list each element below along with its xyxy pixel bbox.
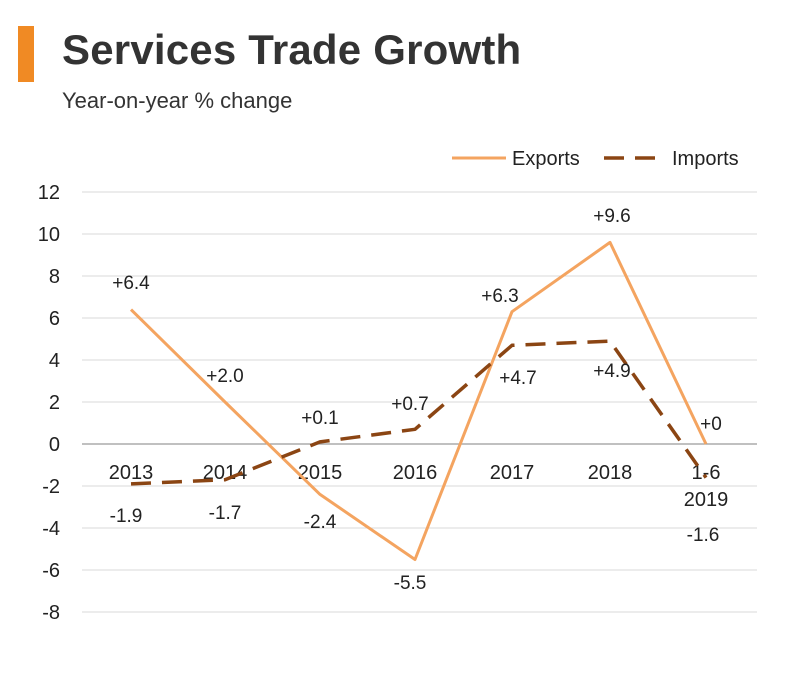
y-tick-label: -8 [42,602,60,624]
y-tick-label: 6 [49,308,60,330]
data-label-exports: +6.3 [481,286,519,307]
series-line-imports [130,339,708,486]
data-labels: +6.4 +2.0 -2.4 -5.5 +6.3 +9.6 +0 -1.9 -1.7 +0.1 +0… [110,206,722,594]
data-label-imports: +0.7 [391,394,429,415]
data-label-imports: +4.9 [593,361,631,382]
y-axis-ticks: -8 -6 -4 -2 0 2 4 6 8 10 12 [38,182,60,624]
legend: Exports Imports [452,148,739,170]
legend-label-exports: Exports [512,148,580,170]
y-tick-label: 0 [49,434,60,456]
y-tick-label: -2 [42,476,60,498]
data-label-imports: -1.6 [687,525,720,546]
y-tick-label: 10 [38,224,60,246]
data-label-imports: +0.1 [301,408,339,429]
y-tick-label: 12 [38,182,60,204]
y-tick-label: -4 [42,518,60,540]
x-tick-label: 2013 [109,462,154,484]
x-tick-label: 2014 [203,462,248,484]
series-lines [129,240,708,561]
data-label-exports: +2.0 [206,366,244,387]
y-tick-label: 8 [49,266,60,288]
x-tick-label: 2015 [298,462,343,484]
x-axis-ticks: 2013 2014 2015 2016 2017 2018 1-6 2019 [109,462,729,511]
legend-label-imports: Imports [672,148,739,170]
data-label-exports: +6.4 [112,273,150,294]
chart-subtitle: Year-on-year % change [62,88,293,113]
data-label-exports: -2.4 [304,512,337,533]
x-tick-label: 2017 [490,462,535,484]
title-accent-bar [18,26,34,82]
x-tick-label: 2018 [588,462,633,484]
data-label-imports: -1.9 [110,506,143,527]
x-tick-label: 1-6 2019 [684,462,729,511]
data-label-imports: +4.7 [499,368,537,389]
series-line-exports [129,240,708,561]
chart-title: Services Trade Growth [62,26,522,73]
gridlines [82,191,757,613]
y-tick-label: -6 [42,560,60,582]
x-tick-label: 2016 [393,462,438,484]
data-label-exports: -5.5 [394,573,427,594]
data-label-exports: +0 [700,414,722,435]
y-tick-label: 2 [49,392,60,414]
data-label-exports: +9.6 [593,206,631,227]
data-label-imports: -1.7 [209,503,242,524]
y-tick-label: 4 [49,350,60,372]
